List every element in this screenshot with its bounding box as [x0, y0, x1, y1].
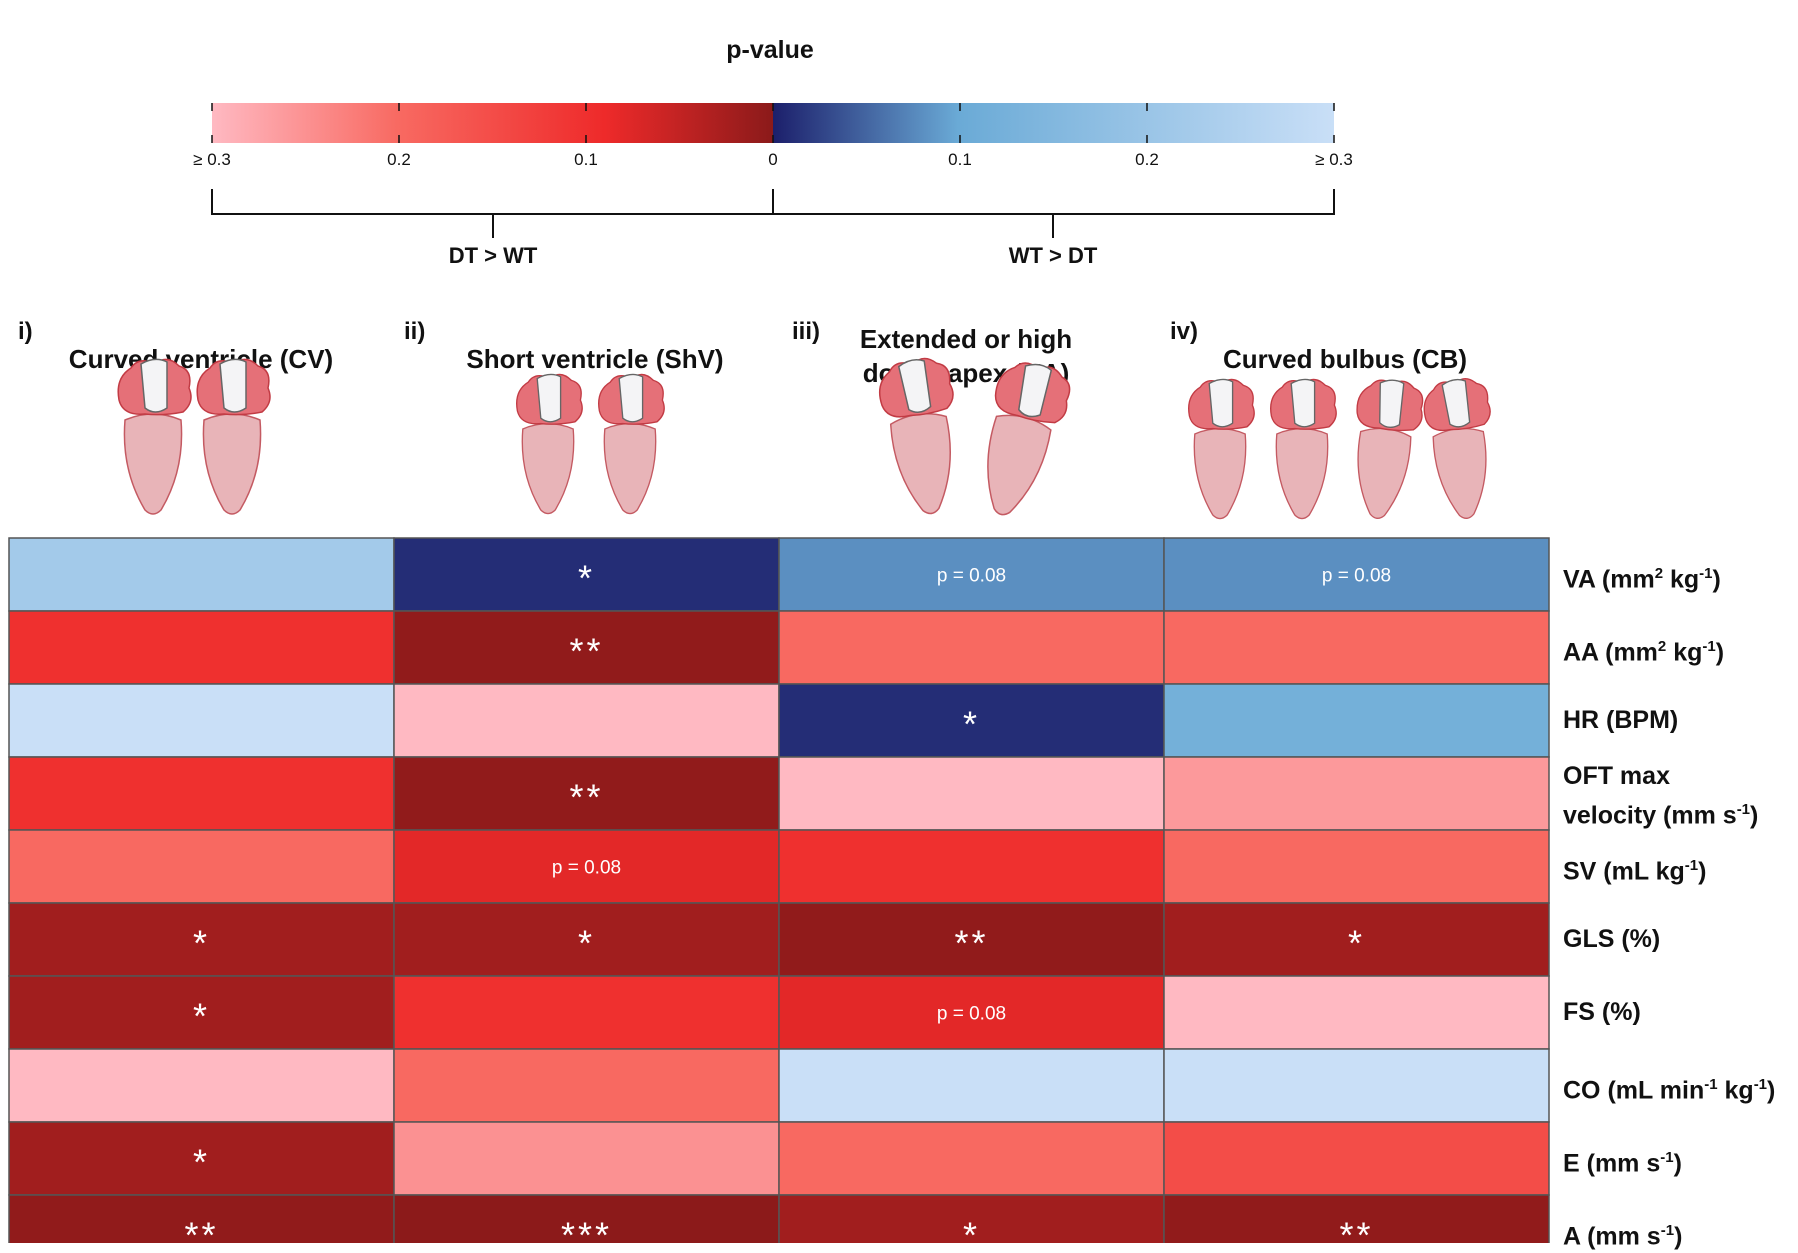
heatmap-cell-r4-c0 [8, 829, 395, 904]
heatmap-cell-r3-c2 [778, 756, 1165, 831]
significance-label-r0-c3: p = 0.08 [1322, 566, 1391, 587]
direction-bracket [211, 189, 1335, 238]
significance-label-r9-c0: ** [184, 1215, 218, 1244]
significance-label-r8-c0: * [193, 1142, 210, 1183]
heatmap-cell-r9-c0 [8, 1194, 395, 1243]
heatmap-cell-r5-c0 [8, 902, 395, 977]
group-roman-i: i) [18, 318, 33, 345]
significance-label-r1-c1: ** [569, 631, 603, 672]
significance-label-r4-c1: p = 0.08 [552, 858, 621, 879]
gradient-dt-gt-wt [212, 103, 773, 143]
significance-label-r2-c2: * [963, 704, 980, 745]
row-label-5: GLS (%) [1563, 925, 1661, 953]
legend-right-0-label: 0.1 [948, 150, 972, 169]
heatmap-cell-r9-c1 [393, 1194, 780, 1243]
legend-right-2-label: ≥ 0.3 [1315, 150, 1353, 169]
heatmap-cell-r4-c1 [393, 829, 780, 904]
group-title-cv: Curved ventricle (CV) [68, 344, 334, 374]
color-scale-legend [211, 103, 1335, 238]
heatmap-cell-r7-c3 [1163, 1048, 1550, 1123]
heatmap-cell-r4-c2 [778, 829, 1165, 904]
significance-label-r0-c1: * [578, 558, 595, 599]
heatmap-cell-r1-c3 [1163, 610, 1550, 685]
group-title-cb: Curved bulbus (CB) [1222, 344, 1468, 374]
legend-left-1-label: 0.2 [387, 150, 411, 169]
gradient-wt-gt-dt [773, 103, 1334, 143]
legend-left-2-label: 0.1 [574, 150, 598, 169]
row-label-2: HR (BPM) [1563, 706, 1679, 734]
row-label-1: AA (mm2 kg-1) [1563, 638, 1725, 667]
row-label-7: CO (mL min-1 kg-1) [1563, 1076, 1776, 1105]
group-roman-iv: iv) [1170, 318, 1199, 345]
heatmap-cell-r8-c2 [778, 1121, 1165, 1196]
heatmap-cell-r3-c1 [393, 756, 780, 831]
heatmap-cell-r7-c1 [393, 1048, 780, 1123]
heatmap-cell-r0-c3 [1163, 537, 1550, 612]
significance-label-r5-c2: ** [954, 923, 988, 964]
group-title-shv: Short ventricle (ShV) [466, 344, 724, 374]
legend-title: p-value [726, 36, 814, 64]
heatmap-cell-r5-c2 [778, 902, 1165, 977]
row-label-3: OFT max velocity (mm s-1) [1563, 762, 1759, 830]
heatmap-cell-r1-c0 [8, 610, 395, 685]
significance-label-r9-c1: *** [561, 1215, 612, 1244]
heatmap-cell-r5-c1 [393, 902, 780, 977]
significance-label-r6-c0: * [193, 996, 210, 1037]
heatmap-cell-r6-c1 [393, 975, 780, 1050]
row-label-6: FS (%) [1563, 998, 1641, 1026]
legend-right-1-label: 0.2 [1135, 150, 1159, 169]
significance-label-r5-c1: * [578, 923, 595, 964]
heatmap-cell-r8-c1 [393, 1121, 780, 1196]
significance-label-r5-c0: * [193, 923, 210, 964]
heatmap-cell-r3-c3 [1163, 756, 1550, 831]
heatmap-cell-r2-c3 [1163, 683, 1550, 758]
heatmap-cell-r8-c3 [1163, 1121, 1550, 1196]
row-label-8: E (mm s-1) [1563, 1149, 1682, 1178]
heatmap-cell-r2-c0 [8, 683, 395, 758]
heatmap-cell-r9-c2 [778, 1194, 1165, 1243]
heatmap-cell-r1-c2 [778, 610, 1165, 685]
legend-left-0-label: ≥ 0.3 [193, 150, 231, 169]
heatmap-cell-r7-c0 [8, 1048, 395, 1123]
row-label-4: SV (mL kg-1) [1563, 857, 1707, 886]
heatmap-cell-r3-c0 [8, 756, 395, 831]
heatmap-cell-r2-c2 [778, 683, 1165, 758]
heatmap-cell-r2-c1 [393, 683, 780, 758]
heatmap-cell-r7-c2 [778, 1048, 1165, 1123]
heatmap-cell-r0-c2 [778, 537, 1165, 612]
significance-label-r3-c1: ** [569, 777, 603, 818]
heatmap-cell-r1-c1 [393, 610, 780, 685]
row-label-0: VA (mm2 kg-1) [1563, 565, 1721, 594]
heatmap-cell-r0-c0 [8, 537, 395, 612]
legend-left-3-label: 0 [768, 150, 778, 169]
significance-label-r9-c3: ** [1339, 1215, 1373, 1244]
group-roman-ii: ii) [404, 318, 426, 345]
group-title-ha-line1: Extended or high [859, 324, 1073, 354]
direction-label-right: WT > DT [1008, 243, 1098, 268]
heatmap-cell-r9-c3 [1163, 1194, 1550, 1243]
row-label-9: A (mm s-1) [1563, 1222, 1683, 1251]
significance-label-r6-c2: p = 0.08 [937, 1004, 1006, 1025]
heatmap-cell-r8-c0 [8, 1121, 395, 1196]
direction-label-left: DT > WT [448, 243, 538, 268]
heatmap-cell-r0-c1 [393, 537, 780, 612]
group-roman-iii: iii) [792, 318, 820, 345]
heatmap-cell-r4-c3 [1163, 829, 1550, 904]
significance-label-r9-c2: * [963, 1215, 980, 1244]
heatmap-cell-r6-c3 [1163, 975, 1550, 1050]
significance-label-r5-c3: * [1348, 923, 1365, 964]
significance-label-r0-c2: p = 0.08 [937, 566, 1006, 587]
